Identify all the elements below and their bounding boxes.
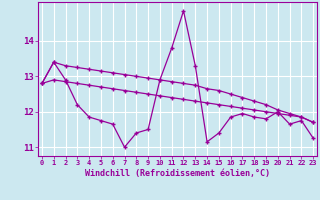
X-axis label: Windchill (Refroidissement éolien,°C): Windchill (Refroidissement éolien,°C) (85, 169, 270, 178)
